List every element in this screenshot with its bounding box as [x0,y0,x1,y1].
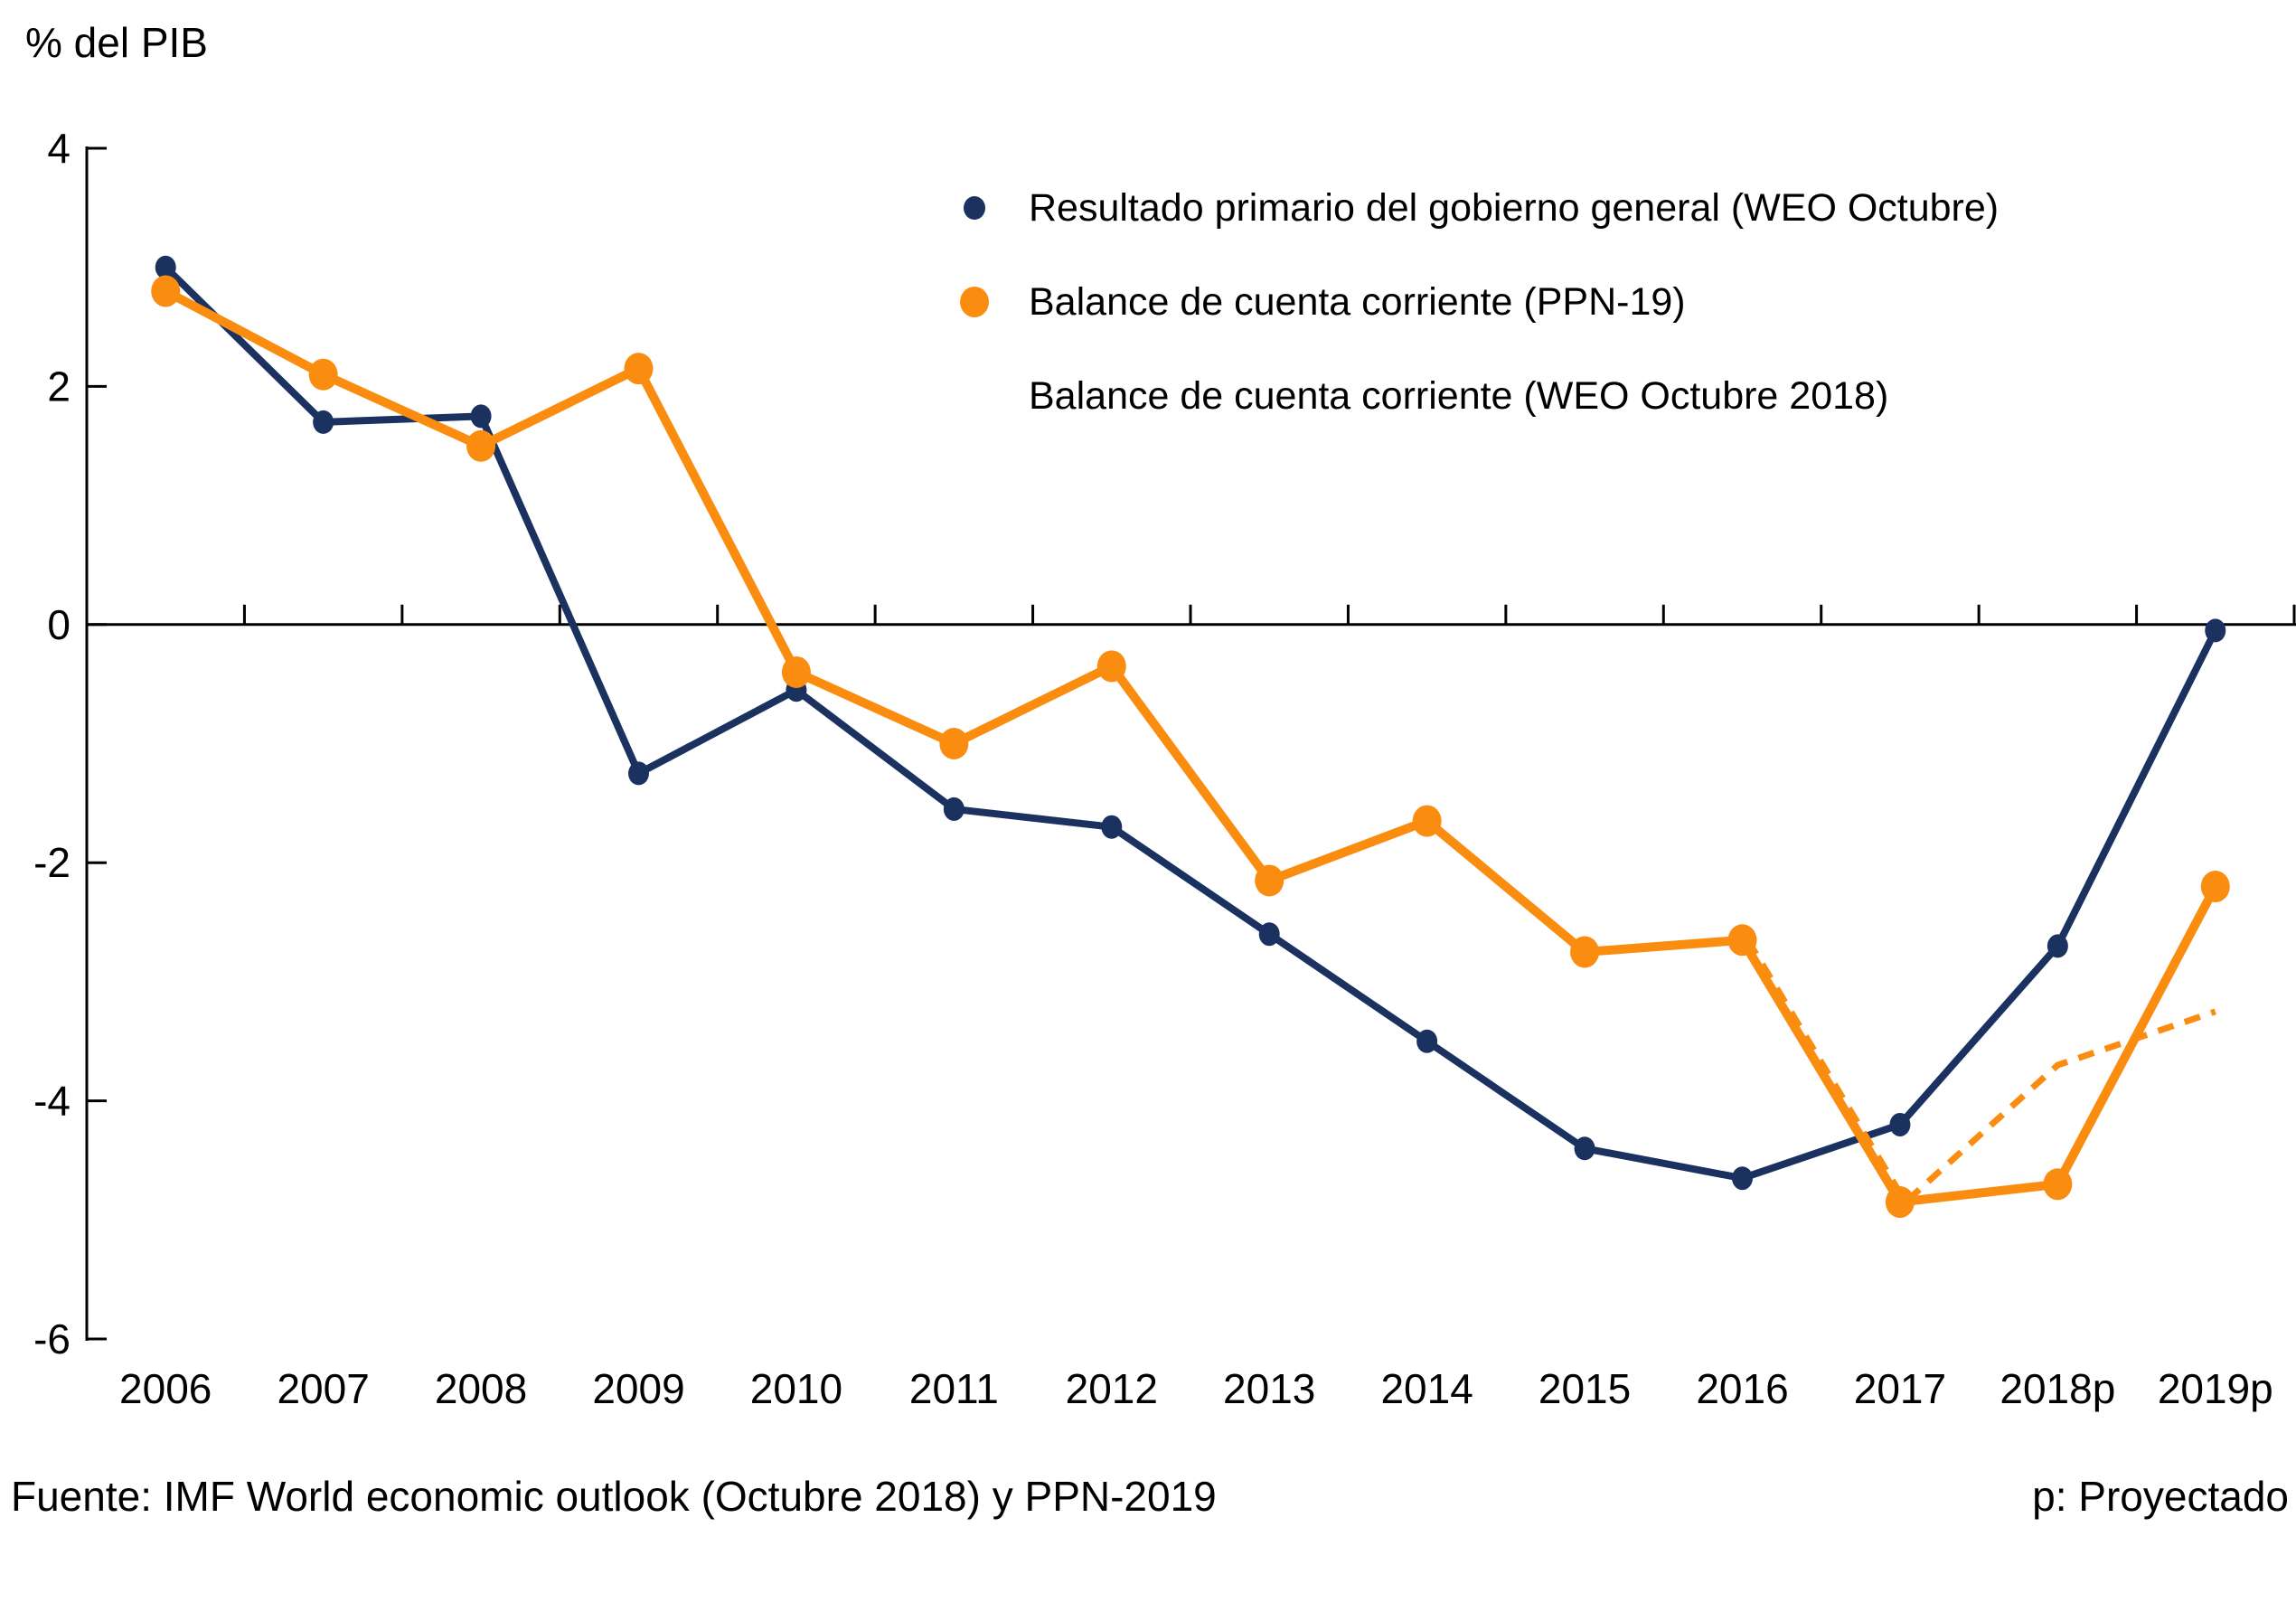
x-tick-label: 2009 [592,1365,684,1412]
x-tick-label: 2010 [750,1365,842,1412]
x-tick-label: 2016 [1696,1365,1788,1412]
y-tick-label: -6 [33,1315,71,1362]
data-point-s1-2018p [2043,1168,2073,1201]
data-point-s1-2008 [466,429,496,462]
data-point-s0-2013 [1258,922,1280,947]
series-line-2 [1745,938,2216,1206]
y-tick-label: 2 [47,363,71,410]
footer-note: p: Proyectado [2032,1473,2289,1520]
y-tick-label: -4 [33,1078,71,1125]
data-point-s1-2007 [308,358,338,391]
series-line-0 [162,263,2219,1183]
data-point-s0-2011 [943,797,965,821]
legend-item-current-account-weo: Balance de cuenta corriente (WEO Octubre… [933,349,1999,443]
data-point-s0-2018p [2047,934,2068,958]
series-line-1 [161,287,2220,1207]
data-point-s1-2015 [1570,936,1600,968]
data-point-s1-2012 [1096,650,1126,683]
x-tick-label: 2018p [2000,1365,2115,1412]
y-tick-label: -2 [33,839,71,886]
data-point-s0-2019p [2205,618,2226,643]
data-point-s0-2007 [313,410,334,434]
x-tick-label: 2012 [1066,1365,1158,1412]
footer: Fuente: IMF World economic outlook (Octu… [11,1472,2289,1521]
x-tick-label: 2013 [1223,1365,1315,1412]
x-tick-label: 2014 [1380,1365,1473,1412]
y-tick-label: 0 [47,601,71,648]
x-tick-label: 2006 [119,1365,212,1412]
data-point-s0-2006 [155,255,176,279]
data-point-s0-2008 [470,404,492,429]
data-point-s0-2017 [1889,1112,1911,1136]
x-tick-label: 2011 [909,1365,999,1412]
x-tick-label: 2008 [435,1365,527,1412]
legend-label-current-account-ppn: Balance de cuenta corriente (PPN-19) [1029,279,1686,324]
data-point-s1-2013 [1255,864,1284,897]
legend-label-primary-balance: Resultado primario del gobierno general … [1029,185,2000,230]
data-point-s0-2016 [1732,1166,1753,1191]
data-point-s0-2012 [1101,815,1123,839]
chart-title: % del PIB [25,19,208,66]
data-point-s0-2014 [1416,1029,1438,1053]
x-tick-label: 2007 [277,1365,369,1412]
legend-label-current-account-weo: Balance de cuenta corriente (WEO Octubre… [1029,373,1889,418]
x-tick-label: 2017 [1854,1365,1946,1412]
data-point-s1-2019p [2200,871,2230,903]
y-tick-label: 4 [47,125,71,172]
footer-source: Fuente: IMF World economic outlook (Octu… [11,1473,1217,1520]
data-point-s1-2011 [939,728,969,759]
data-point-s1-2010 [781,655,811,688]
data-point-s1-2006 [151,275,181,307]
data-point-s1-2014 [1412,805,1442,837]
data-point-s0-2009 [628,761,649,786]
data-point-s1-2017 [1885,1186,1915,1219]
x-tick-label: 2019p [2158,1365,2273,1412]
x-tick-label: 2015 [1539,1365,1631,1412]
data-point-s0-2015 [1574,1136,1595,1161]
legend-item-current-account-ppn: Balance de cuenta corriente (PPN-19) [933,255,1999,349]
legend-item-primary-balance: Resultado primario del gobierno general … [933,161,1999,255]
legend: Resultado primario del gobierno general … [933,161,1999,443]
data-point-s1-2009 [624,353,654,385]
